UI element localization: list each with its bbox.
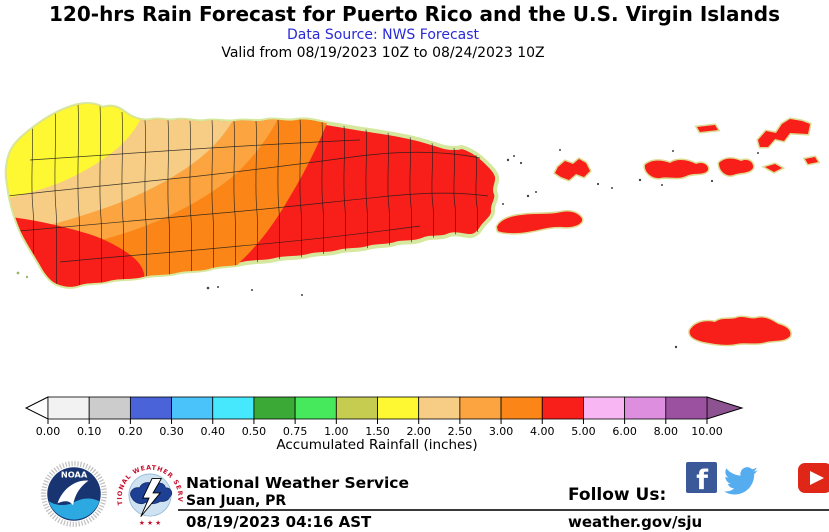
legend-segment bbox=[418, 396, 461, 420]
data-source-line: Data Source: NWS Forecast bbox=[286, 27, 480, 43]
legend-segment bbox=[88, 396, 131, 420]
youtube-icon[interactable] bbox=[798, 463, 829, 493]
legend-segment bbox=[212, 396, 255, 420]
office-name: San Juan, PR bbox=[186, 493, 287, 509]
legend-segment bbox=[171, 396, 214, 420]
virgin-gorda-cays bbox=[761, 155, 821, 174]
vieques-island bbox=[495, 210, 584, 235]
legend-right-arrow bbox=[706, 396, 744, 420]
page-title: 120-hrs Rain Forecast for Puerto Rico an… bbox=[49, 2, 780, 26]
legend-caption: Accumulated Rainfall (inches) bbox=[276, 437, 477, 453]
legend-segment bbox=[129, 396, 172, 420]
legend-tick-label: 6.00 bbox=[612, 425, 637, 438]
twitter-icon[interactable] bbox=[724, 467, 758, 495]
agency-name: National Weather Service bbox=[186, 474, 409, 492]
municipality-boundaries-vertical bbox=[31, 104, 479, 287]
legend-tick-label: 5.00 bbox=[571, 425, 596, 438]
legend-tick-label: 3.00 bbox=[489, 425, 514, 438]
noaa-ring-text bbox=[41, 461, 107, 527]
st-croix-island bbox=[688, 315, 792, 347]
municipality-boundaries-horizontal bbox=[7, 139, 489, 263]
legend-segment bbox=[47, 396, 90, 420]
noaa-bird bbox=[57, 480, 89, 506]
noaa-wordmark: NOAA bbox=[61, 470, 88, 480]
rain-forecast-map bbox=[4, 102, 821, 349]
legend-segment bbox=[459, 396, 502, 420]
legend-tick-label: 4.00 bbox=[530, 425, 555, 438]
website-url[interactable]: weather.gov/sju bbox=[568, 513, 703, 531]
legend-segment bbox=[253, 396, 296, 420]
tortola-island bbox=[756, 117, 812, 149]
legend-left-arrow bbox=[24, 396, 49, 420]
nws-logo: NATIONAL WEATHER SERVICE ★ ★ ★ bbox=[114, 458, 184, 528]
legend-tick-label: 0.75 bbox=[283, 425, 308, 438]
legend-tick-label: 0.20 bbox=[118, 425, 143, 438]
nws-ring-stars: ★ ★ ★ bbox=[139, 519, 161, 527]
legend-segment bbox=[624, 396, 667, 420]
noaa-logo: NOAA bbox=[40, 460, 108, 528]
legend-segment bbox=[500, 396, 543, 420]
legend-segment bbox=[377, 396, 420, 420]
legend-tick-label: 1.00 bbox=[324, 425, 349, 438]
legend-segment bbox=[294, 396, 337, 420]
nws-lightning-bolt bbox=[140, 478, 163, 517]
legend-tick-label: 10.00 bbox=[691, 425, 723, 438]
legend-tick-label: 0.40 bbox=[201, 425, 226, 438]
valid-period-line: Valid from 08/19/2023 10Z to 08/24/2023 … bbox=[221, 45, 545, 61]
separator-line bbox=[178, 509, 829, 511]
social-icons: f bbox=[686, 462, 829, 496]
legend-tick-label: 2.00 bbox=[406, 425, 431, 438]
issue-timestamp: 08/19/2023 04:16 AST bbox=[186, 513, 372, 531]
legend-tick-label: 0.00 bbox=[36, 425, 61, 438]
legend-tick-label: 2.50 bbox=[448, 425, 473, 438]
legend-tick-label: 0.10 bbox=[77, 425, 102, 438]
legend: 0.00 0.10 0.20 0.30 0.40 0.50 0.75 1.00 1.50 2.00… bbox=[24, 396, 744, 453]
legend-segment bbox=[335, 396, 378, 420]
follow-us-label: Follow Us: bbox=[568, 485, 667, 505]
facebook-icon[interactable]: f bbox=[686, 462, 717, 496]
legend-segment bbox=[665, 396, 708, 420]
legend-tick-label: 1.50 bbox=[365, 425, 390, 438]
legend-tick-label: 8.00 bbox=[654, 425, 679, 438]
legend-segment bbox=[583, 396, 626, 420]
legend-tick-label: 0.50 bbox=[242, 425, 267, 438]
st-john-island bbox=[717, 157, 755, 177]
legend-tick-label: 0.30 bbox=[159, 425, 184, 438]
culebra-island bbox=[553, 157, 592, 182]
legend-segment bbox=[541, 396, 584, 420]
svg-text:f: f bbox=[696, 465, 708, 496]
st-thomas-island bbox=[643, 158, 710, 180]
anegada-island bbox=[694, 123, 721, 134]
legend-bar: 0.00 0.10 0.20 0.30 0.40 0.50 0.75 1.00 1.50 2.00… bbox=[36, 396, 723, 438]
small-cays bbox=[16, 149, 759, 349]
